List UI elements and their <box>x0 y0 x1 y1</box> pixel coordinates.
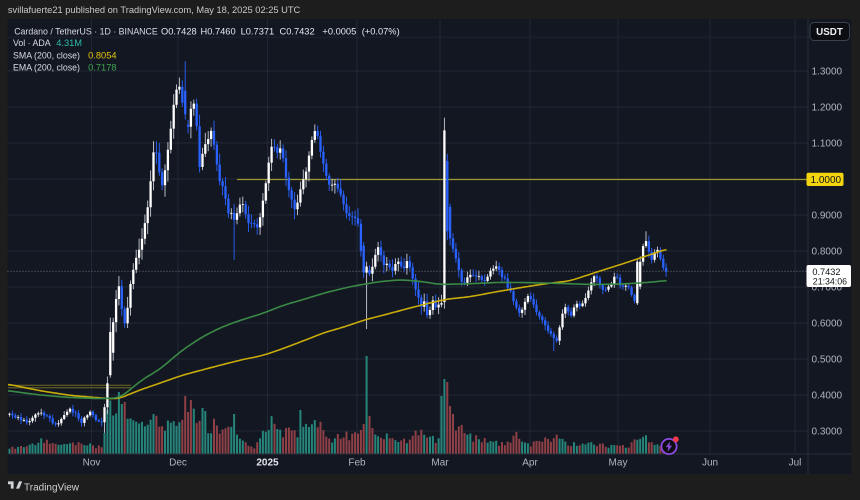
svg-text:1.3000: 1.3000 <box>812 67 843 78</box>
svg-text:2025: 2025 <box>256 458 279 469</box>
svg-text:Cardano / TetherUS · 1D · BINA: Cardano / TetherUS · 1D · BINANCE <box>14 26 158 36</box>
svg-text:Jun: Jun <box>702 458 718 469</box>
svg-text:SMA (200, close): SMA (200, close) <box>13 51 80 61</box>
svg-text:+0.0005: +0.0005 <box>322 26 356 36</box>
svg-text:0.3000: 0.3000 <box>812 427 843 438</box>
svg-text:0.9000: 0.9000 <box>812 211 843 222</box>
svg-text:0.5000: 0.5000 <box>812 355 843 366</box>
svg-text:EMA (200, close): EMA (200, close) <box>13 63 80 73</box>
svg-text:Dec: Dec <box>169 458 187 469</box>
svg-text:0.7000: 0.7000 <box>812 283 843 294</box>
svg-text:0.6000: 0.6000 <box>812 319 843 330</box>
svg-text:H0.7460: H0.7460 <box>201 26 236 36</box>
svg-text:1.0000: 1.0000 <box>811 175 842 186</box>
svg-text:Jul: Jul <box>789 458 802 469</box>
svg-text:21:34:06: 21:34:06 <box>813 277 847 287</box>
svg-text:L0.7371: L0.7371 <box>241 26 275 36</box>
svg-text:0.7178: 0.7178 <box>88 63 116 73</box>
svg-text:0.8000: 0.8000 <box>812 247 843 258</box>
svg-text:0.4000: 0.4000 <box>812 391 843 402</box>
svg-text:O0.7428: O0.7428 <box>161 26 197 36</box>
svg-text:C0.7432: C0.7432 <box>280 26 315 36</box>
svg-text:Mar: Mar <box>431 458 449 469</box>
svg-text:1.1000: 1.1000 <box>812 139 843 150</box>
svg-text:Feb: Feb <box>348 458 366 469</box>
svg-text:0.7432: 0.7432 <box>812 267 840 277</box>
svg-text:USDT: USDT <box>816 27 843 38</box>
svg-text:May: May <box>609 458 628 469</box>
svg-text:4.31M: 4.31M <box>56 38 82 48</box>
svg-text:TradingView: TradingView <box>24 483 80 494</box>
svg-text:Nov: Nov <box>83 458 101 469</box>
svg-text:Vol · ADA: Vol · ADA <box>13 38 51 48</box>
svg-text:Apr: Apr <box>522 458 538 469</box>
svg-text:1.2000: 1.2000 <box>812 103 843 114</box>
svg-text:0.8054: 0.8054 <box>88 51 116 61</box>
svg-text:(+0.07%): (+0.07%) <box>362 26 400 36</box>
svg-text:svillafuerte21 published on Tr: svillafuerte21 published on TradingView.… <box>8 5 301 15</box>
